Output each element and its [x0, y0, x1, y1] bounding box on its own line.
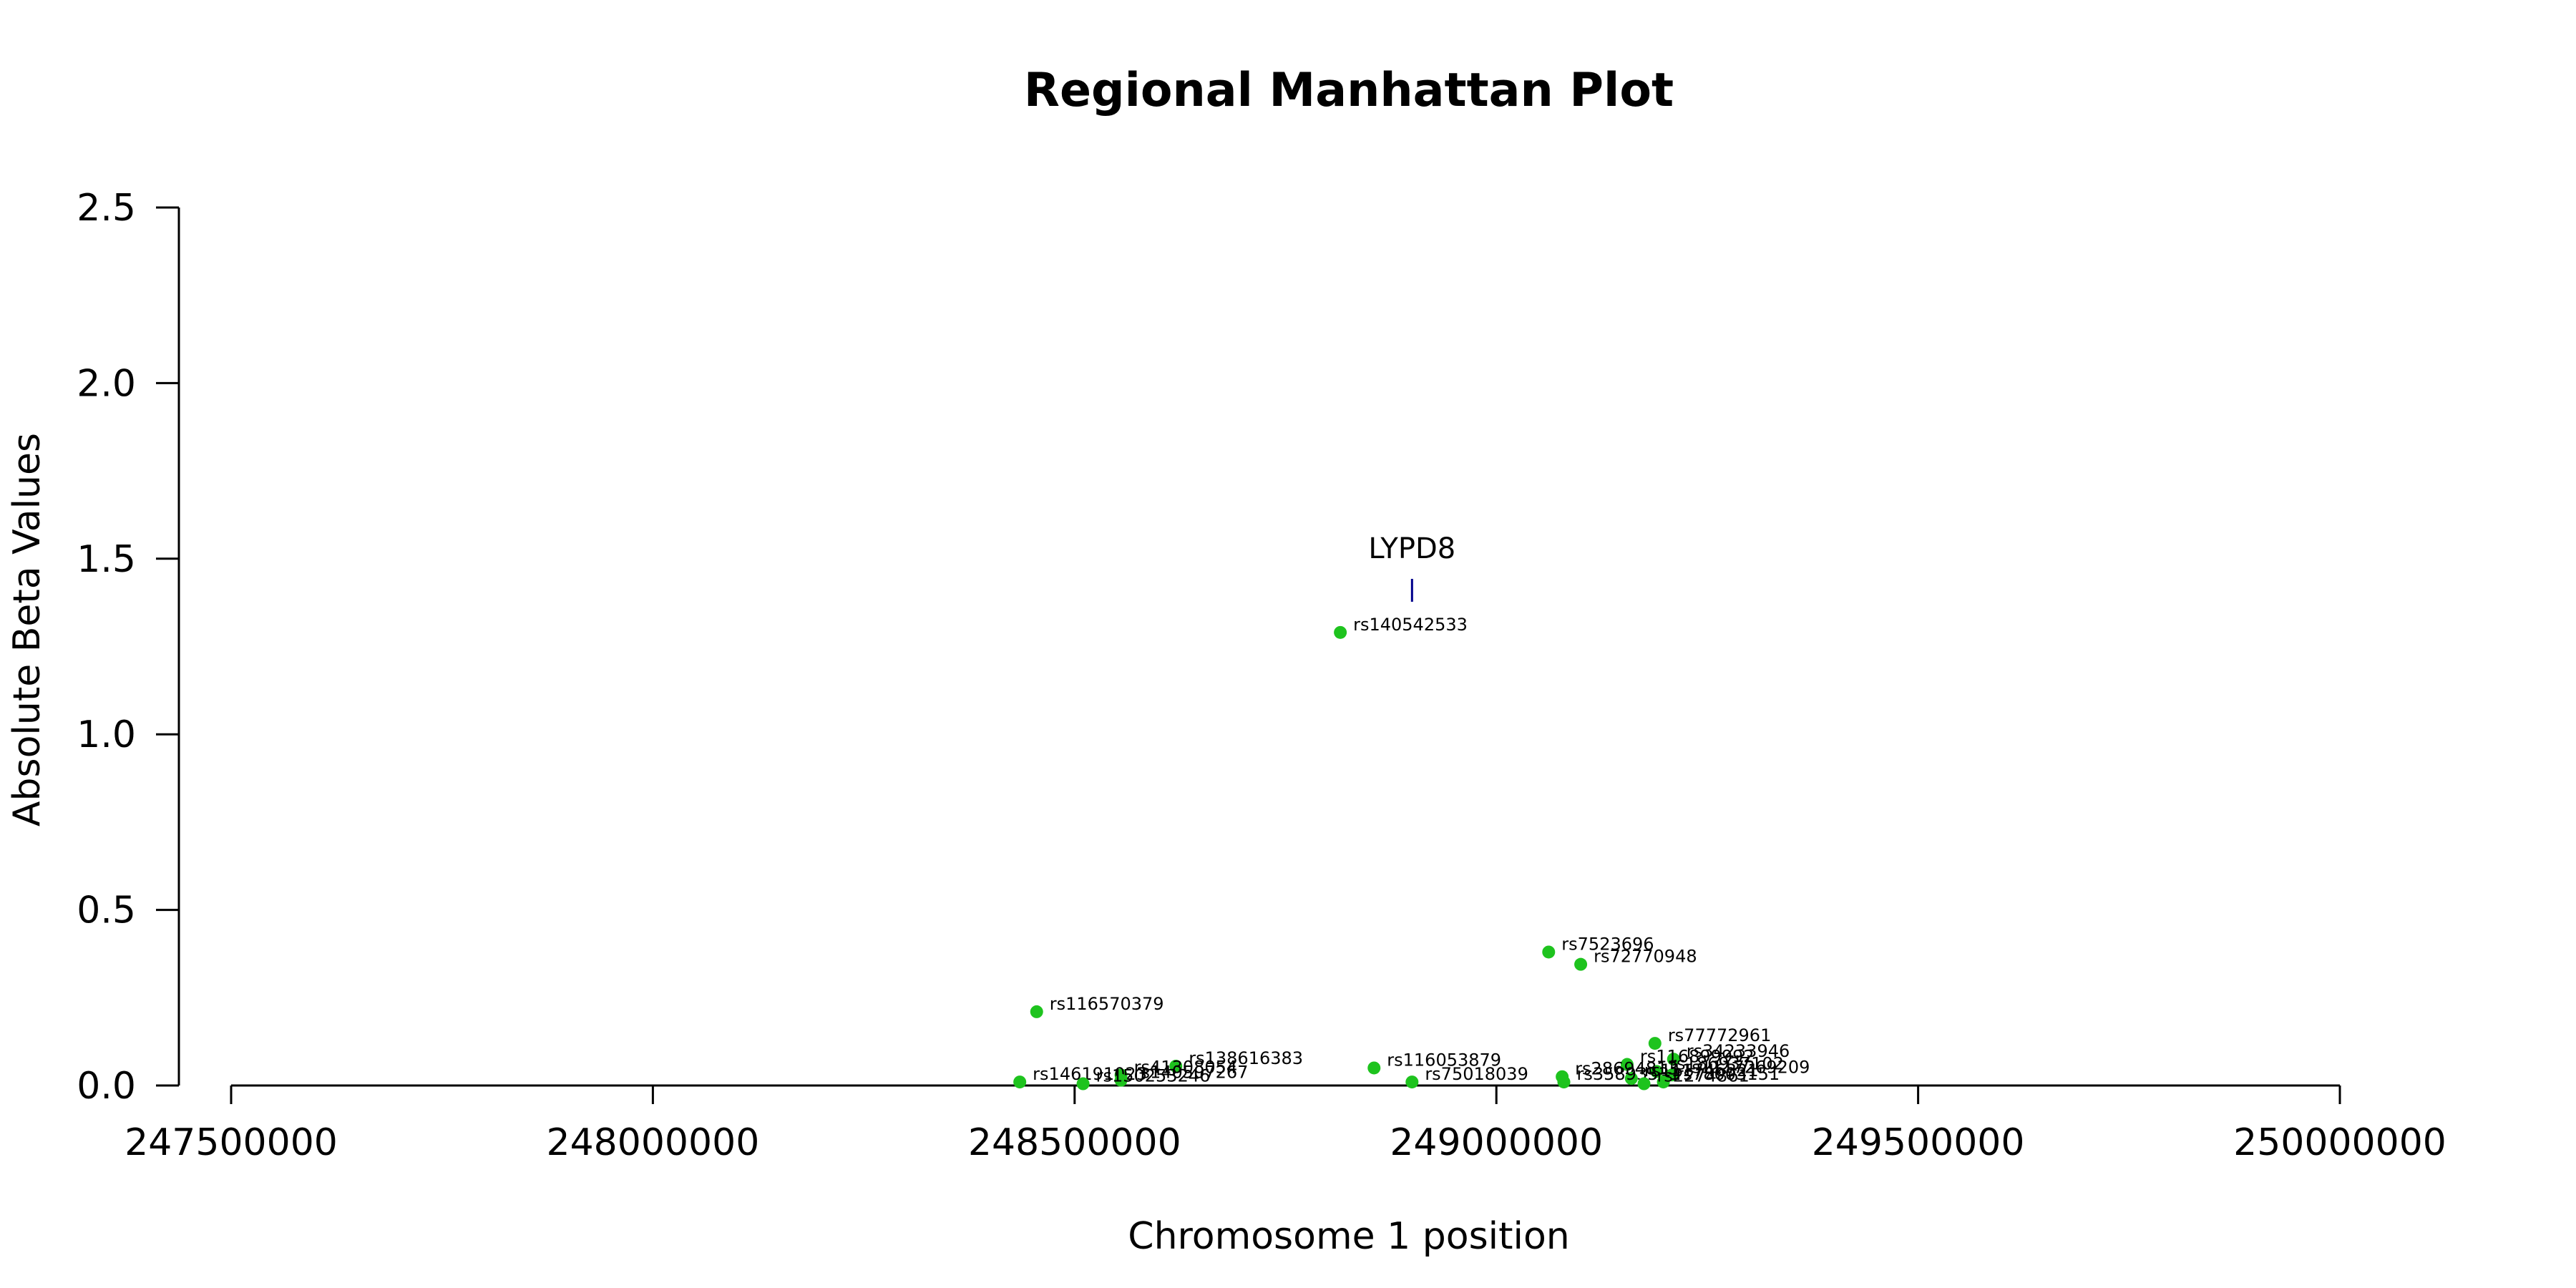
snp-label: rs1117269209 [1684, 1057, 1810, 1077]
y-axis-title: Absolute Beta Values [6, 433, 49, 826]
y-tick-label: 1.0 [77, 713, 136, 756]
x-axis-title: Chromosome 1 position [1128, 1215, 1569, 1258]
snp-label: rs77772961 [1668, 1025, 1772, 1045]
x-tick-label: 248500000 [968, 1121, 1181, 1164]
x-tick-label: 247500000 [125, 1121, 338, 1164]
x-tick-label: 249000000 [1390, 1121, 1603, 1164]
snp-point [1650, 1065, 1664, 1078]
gene-label: LYPD8 [1368, 532, 1455, 565]
snp-label: rs116899992 [1640, 1047, 1755, 1067]
snp-point [1405, 1075, 1419, 1089]
x-tick-label: 250000000 [2233, 1121, 2446, 1164]
x-tick-label: 249500000 [1812, 1121, 2025, 1164]
snp-label: rs75018039 [1425, 1064, 1528, 1084]
axes: 247500000 248000000 248500000 249000000 2495… [77, 187, 2446, 1164]
gene-annotations: LYPD8 [1368, 532, 1455, 602]
snp-point [1665, 1068, 1679, 1082]
snp-point [1624, 1072, 1638, 1085]
snp-label: rs34233946 [1687, 1041, 1790, 1061]
snp-point [1657, 1075, 1670, 1089]
snp-label: rs150253246 [1096, 1066, 1211, 1086]
y-tick-label: 2.5 [77, 187, 136, 230]
snp-label: rs116053879 [1387, 1050, 1501, 1070]
snp-point [1030, 1005, 1043, 1018]
snp-label: rs138616383 [1189, 1048, 1303, 1068]
snp-point [1076, 1077, 1090, 1091]
snp-label: rs2274861 [1657, 1066, 1749, 1086]
snp-label: rs72770948 [1594, 947, 1697, 967]
y-tick-label: 2.0 [77, 362, 136, 405]
snp-point [1667, 1053, 1680, 1066]
snp-point [1648, 1037, 1662, 1050]
y-tick-label: 1.5 [77, 538, 136, 581]
snp-point [1557, 1075, 1571, 1089]
x-tick-label: 248000000 [547, 1121, 760, 1164]
snp-point [1620, 1058, 1634, 1071]
snp-label: rs41308054 [1134, 1057, 1238, 1077]
snp-label: rs186937102 [1669, 1053, 1784, 1073]
snp-point [1542, 945, 1556, 959]
snp-label: rs146191023 [1033, 1064, 1147, 1084]
snp-point [1013, 1075, 1027, 1089]
y-tick-label: 0.5 [77, 889, 136, 932]
snp-point [1574, 957, 1588, 971]
y-tick-label: 0.0 [77, 1065, 136, 1108]
snp-point [1367, 1061, 1381, 1075]
snp-label: rs7523696 [1561, 934, 1654, 954]
snp-point [1169, 1060, 1183, 1073]
snp-point [1114, 1073, 1128, 1087]
snp-point [1637, 1077, 1651, 1091]
snp-point [1334, 625, 1347, 639]
snp-label: rs116570379 [1050, 994, 1164, 1014]
snp-label: rs78003151 [1677, 1064, 1780, 1084]
snp-label: rs140542533 [1353, 615, 1468, 635]
chart-title: Regional Manhattan Plot [1024, 64, 1674, 117]
snp-label: rs140507267 [1134, 1063, 1249, 1083]
